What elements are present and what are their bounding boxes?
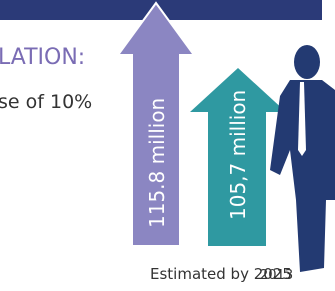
arrow-label: 115.8 million bbox=[145, 98, 169, 228]
subtitle: se of 10% bbox=[0, 91, 92, 113]
infographic: LATION: se of 10% 115.8 million 105,7 mi… bbox=[0, 0, 335, 291]
arrow-label: 105,7 million bbox=[226, 90, 250, 220]
caption: 2013 bbox=[260, 268, 293, 283]
man-silhouette bbox=[270, 45, 335, 272]
title: LATION: bbox=[0, 45, 85, 70]
